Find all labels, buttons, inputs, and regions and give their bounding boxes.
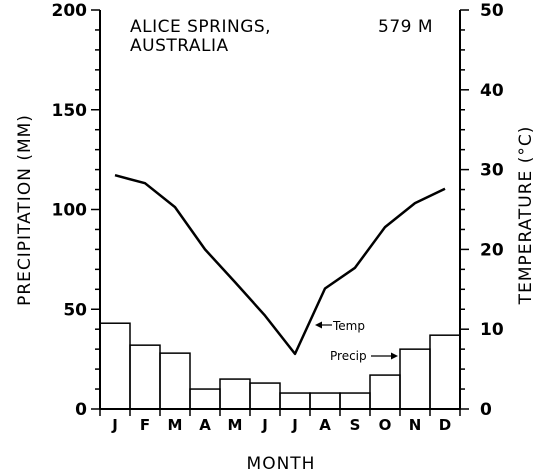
chart-title-line-1: ALICE SPRINGS, [130,17,271,37]
right-tick-label-0: 0 [480,400,492,420]
y-axis-left-title: PRECIPITATION (MM) [15,114,35,306]
left-tick-label-100: 100 [52,201,88,221]
right-tick-label-10: 10 [480,320,504,340]
temperature-line [114,173,446,356]
chart-title-line-2: AUSTRALIA [130,36,229,56]
elevation-label: 579 M [378,17,433,37]
month-label-11: N [409,416,422,434]
month-label-8: A [319,416,331,434]
precip-bar-2 [129,344,161,410]
month-label-6: J [261,416,268,434]
precip-annotation-label: Precip [330,349,367,363]
right-tick-label-40: 40 [480,81,504,101]
y-axis-right-title: TEMPERATURE (°C) [516,126,536,306]
left-axis-ticks: 0 50 100 150 200 [52,1,100,420]
precip-bar-8 [309,392,341,410]
precip-bar-12 [429,334,461,410]
left-tick-label-150: 150 [52,101,88,121]
right-tick-label-50: 50 [480,1,504,21]
precip-bar-6 [249,382,281,410]
month-label-10: O [379,416,392,434]
right-tick-label-20: 20 [480,240,504,260]
precip-bar-3 [159,352,191,410]
precip-bar-4 [189,388,221,410]
right-axis-ticks: 0 10 20 30 40 50 [460,1,504,420]
left-tick-label-0: 0 [75,400,87,420]
precip-arrow-head [391,352,398,360]
month-label-4: A [199,416,211,434]
month-label-3: M [168,416,183,434]
month-label-9: S [350,416,361,434]
x-axis-title: MONTH [247,454,316,473]
temp-arrow-head [315,321,322,329]
temp-annotation: Temp [315,319,365,333]
month-label-1: J [111,416,118,434]
precip-bar-9 [339,392,371,410]
precip-bar-11 [399,348,431,410]
precip-bar-7 [279,392,311,410]
precip-annotation: Precip [330,349,398,363]
month-label-7: J [291,416,298,434]
left-tick-label-50: 50 [63,300,87,320]
month-label-12: D [439,416,451,434]
precip-bar-5 [219,378,251,410]
right-tick-label-30: 30 [480,161,504,181]
precip-bar-10 [369,374,401,410]
month-label-2: F [140,416,150,434]
month-label-5: M [228,416,243,434]
left-tick-label-200: 200 [52,1,88,21]
temp-annotation-label: Temp [332,319,365,333]
precip-bar-1 [99,322,131,410]
